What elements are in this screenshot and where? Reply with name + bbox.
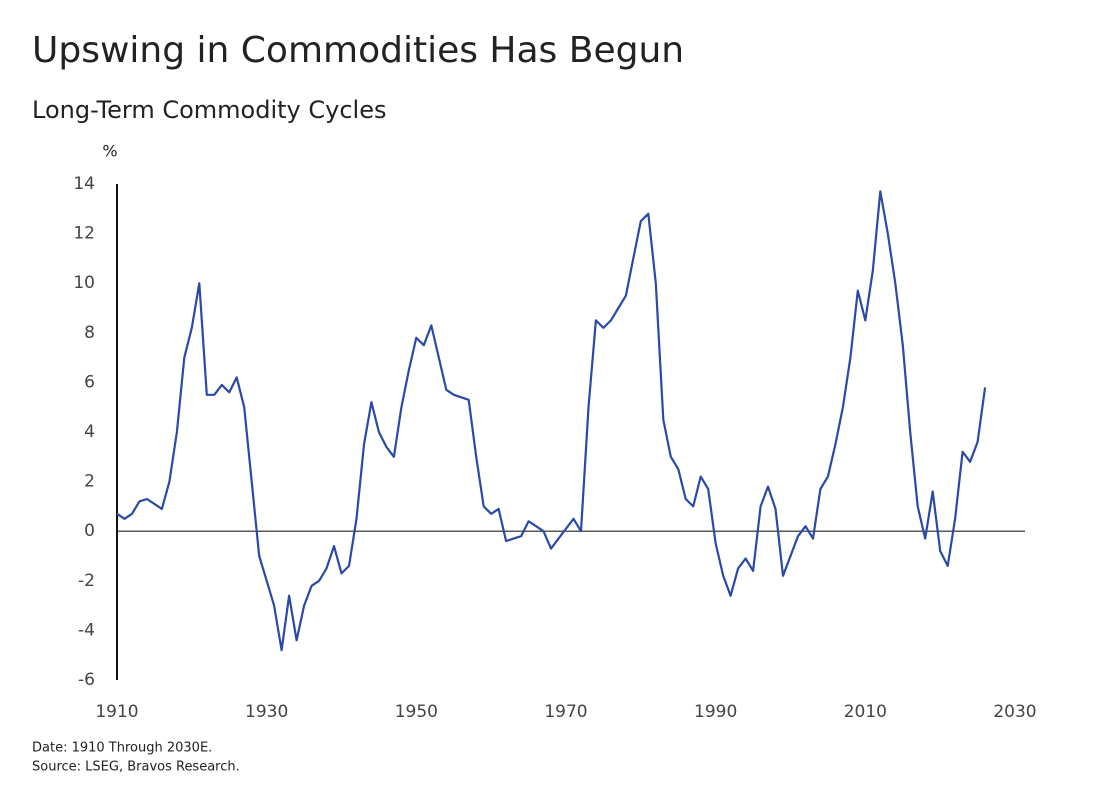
data-line xyxy=(116,190,987,652)
y-tick-label: 4 xyxy=(84,422,95,442)
chart-title: Upswing in Commodities Has Begun xyxy=(32,30,684,71)
y-tick-label: 14 xyxy=(73,174,95,194)
note: Date: 1910 Through 2030E. xyxy=(32,741,212,756)
x-tick-label: 1950 xyxy=(395,702,438,722)
note: Source: LSEG, Bravos Research. xyxy=(32,760,240,775)
x-tick-label: 1930 xyxy=(245,702,288,722)
x-tick-label: 1990 xyxy=(694,702,737,722)
x-tick-label: 2010 xyxy=(844,702,887,722)
y-tick-label: 0 xyxy=(84,521,95,541)
y-tick-label: -2 xyxy=(78,571,95,591)
y-tick-label: -6 xyxy=(78,670,95,690)
y-tick-label: -4 xyxy=(78,620,95,640)
y-tick-label: 12 xyxy=(73,224,95,244)
chart-subtitle: Long-Term Commodity Cycles xyxy=(32,96,386,124)
y-tick-label: 8 xyxy=(84,323,95,343)
y-unit: % xyxy=(102,142,117,161)
x-tick-label: 1970 xyxy=(544,702,587,722)
x-tick-label: 2030 xyxy=(993,702,1036,722)
x-tick-label: 1910 xyxy=(95,702,138,722)
y-tick-label: 10 xyxy=(73,273,95,293)
y-tick-label: 6 xyxy=(84,372,95,392)
y-tick-label: 2 xyxy=(84,472,95,492)
